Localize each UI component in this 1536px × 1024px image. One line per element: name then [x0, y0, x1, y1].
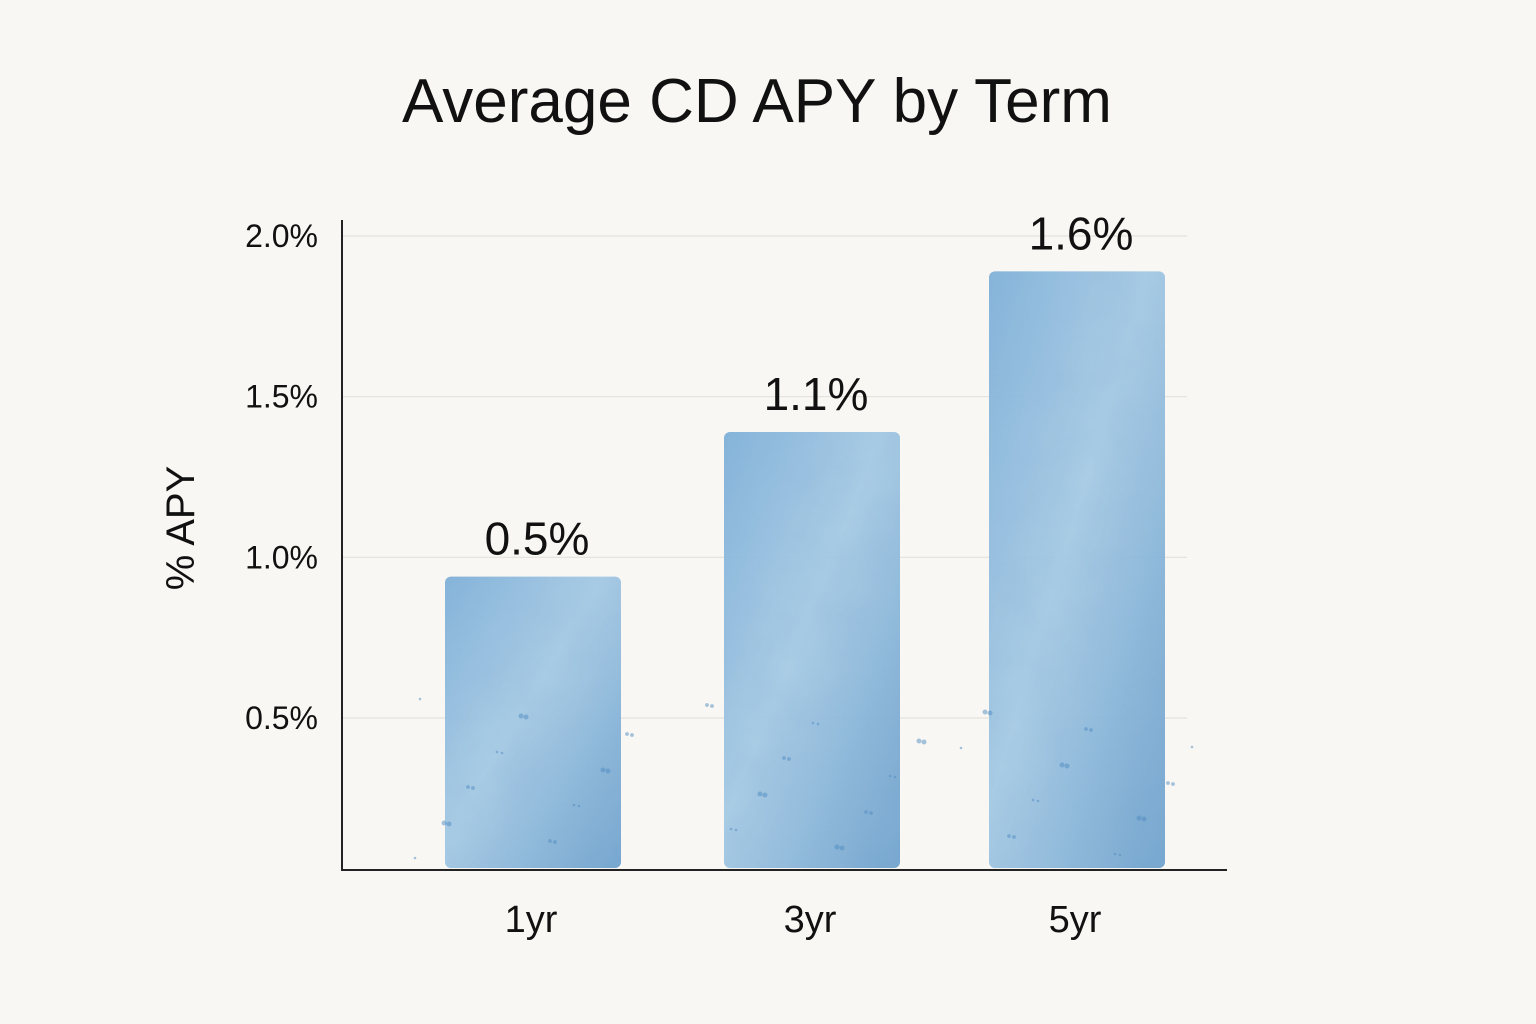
bar-speckle [869, 811, 873, 815]
bar-speckle [553, 840, 557, 844]
bar-speckle [495, 750, 499, 754]
bar-speckle [466, 785, 470, 789]
bar-speckle [1190, 745, 1194, 749]
y-axis-label: % APY [159, 466, 203, 591]
bar-speckle [1089, 728, 1093, 732]
bar-speckle [600, 767, 606, 773]
bar-1yr [445, 576, 621, 868]
bar-speckle [413, 856, 417, 860]
bar-speckle [1171, 782, 1175, 786]
y-axis-ticks: 0.5% 1.0% 1.5% 2.0% [245, 218, 318, 736]
bar-speckle [1118, 853, 1122, 857]
bar-speckle [782, 756, 786, 760]
bar-speckle [446, 821, 452, 827]
bar-speckle [734, 828, 738, 832]
bar-speckle [757, 791, 763, 797]
bar-speckle [523, 714, 529, 720]
bar-speckle [839, 845, 845, 851]
bar-speckle [418, 697, 422, 701]
bar-speckle [1136, 815, 1142, 821]
value-labels: 0.5% 1.1% 1.6% [485, 207, 1134, 564]
bar-speckle [816, 722, 820, 726]
bar-speckle [625, 732, 629, 736]
bar-speckle [1012, 835, 1016, 839]
bar-speckle [630, 733, 634, 737]
bar-speckle [893, 775, 897, 779]
bar-speckle [959, 746, 963, 750]
bar-speckle [811, 721, 815, 725]
value-label-5yr: 1.6% [1029, 207, 1134, 259]
y-tick-label: 1.5% [245, 379, 318, 415]
bar-speckle [1113, 852, 1117, 856]
y-tick-label: 1.0% [245, 539, 318, 575]
bar-speckle [762, 792, 768, 798]
value-label-3yr: 1.1% [764, 368, 869, 420]
bar-speckle [982, 709, 988, 715]
bar-speckle [787, 757, 791, 761]
bars [413, 271, 1194, 868]
bar-5yr [989, 271, 1165, 868]
value-label-1yr: 0.5% [485, 513, 590, 565]
bar-speckle [1031, 798, 1035, 802]
x-tick-label-3yr: 3yr [784, 899, 837, 941]
bar-speckle [605, 768, 611, 774]
bar-speckle [441, 820, 447, 826]
y-tick-label: 2.0% [245, 218, 318, 254]
bar-speckle [1007, 834, 1011, 838]
bar-speckle [1036, 799, 1040, 803]
bar-speckle [921, 739, 927, 745]
bar-speckle [518, 713, 524, 719]
y-tick-label: 0.5% [245, 700, 318, 736]
bar-speckle [572, 803, 576, 807]
bar-speckle [705, 703, 709, 707]
bar-speckle [888, 774, 892, 778]
bar-speckle [916, 738, 922, 744]
bar-speckle [834, 844, 840, 850]
bar-speckle [1141, 816, 1147, 822]
bar-speckle [987, 710, 993, 716]
x-axis-ticks: 1yr 3yr 5yr [505, 899, 1102, 941]
bar-speckle [1059, 762, 1065, 768]
x-tick-label-1yr: 1yr [505, 899, 558, 941]
bar-speckle [577, 804, 581, 808]
bar-speckle [729, 827, 733, 831]
bar-speckle [1064, 763, 1070, 769]
bar-speckle [710, 704, 714, 708]
chart-title: Average CD APY by Term [402, 67, 1112, 136]
bar-3yr [724, 432, 900, 868]
bar-speckle [864, 810, 868, 814]
bar-speckle [500, 751, 504, 755]
x-tick-label-5yr: 5yr [1049, 899, 1102, 941]
bar-speckle [548, 839, 552, 843]
bar-speckle [471, 786, 475, 790]
bar-speckle [1166, 781, 1170, 785]
bar-speckle [1084, 727, 1088, 731]
